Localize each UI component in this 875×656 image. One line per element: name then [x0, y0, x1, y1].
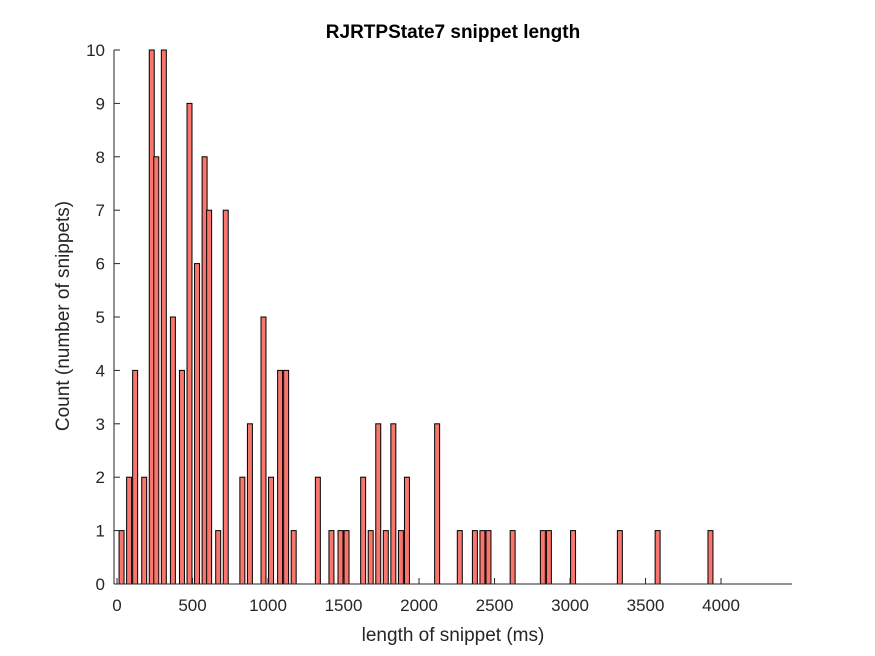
x-tick-label: 3000: [551, 596, 589, 615]
y-tick-label: 0: [96, 575, 105, 594]
histogram-bar: [654, 530, 661, 585]
x-tick-label: 500: [178, 596, 206, 615]
x-tick-label: 2500: [476, 596, 514, 615]
histogram-bar: [290, 530, 297, 585]
histogram-bar: [178, 369, 185, 585]
y-tick-label: 5: [96, 308, 105, 327]
histogram-bar: [186, 102, 193, 585]
x-axis: 0 500 1000 1500 2000 2500 3000 3500 4000: [112, 578, 792, 615]
histogram-bar: [360, 476, 367, 585]
histogram-bar: [479, 530, 486, 585]
histogram-bar: [509, 530, 516, 585]
histogram-bar: [141, 476, 148, 585]
histogram-bar: [707, 530, 714, 585]
histogram-bar: [471, 530, 478, 585]
histogram-bar: [268, 476, 275, 585]
histogram-bar: [328, 530, 335, 585]
histogram-bar: [403, 476, 410, 585]
y-tick-label: 1: [96, 522, 105, 541]
histogram-bar: [545, 530, 552, 585]
histogram-bar: [160, 49, 167, 585]
histogram-bar: [194, 263, 201, 585]
histogram-bar: [153, 156, 160, 585]
x-tick-label: 1000: [249, 596, 287, 615]
histogram-bar: [434, 423, 441, 585]
y-tick-label: 6: [96, 255, 105, 274]
histogram-bar: [337, 530, 344, 585]
histogram-bar: [169, 316, 176, 585]
histogram-bar: [118, 530, 125, 585]
y-tick-label: 3: [96, 415, 105, 434]
y-tick-label: 9: [96, 94, 105, 113]
y-axis: 0 1 2 3 4 5 6 7 8 9 10: [86, 41, 120, 594]
histogram-bar: [616, 530, 623, 585]
histogram-bar: [375, 423, 382, 585]
x-tick-label: 4000: [702, 596, 740, 615]
histogram-bar: [390, 423, 397, 585]
histogram-bar: [215, 530, 222, 585]
x-tick-label: 1500: [325, 596, 363, 615]
y-tick-label: 7: [96, 201, 105, 220]
histogram-bar: [126, 476, 133, 585]
x-axis-label: length of snippet (ms): [362, 625, 545, 646]
chart-title: RJRTPState7 snippet length: [326, 22, 580, 43]
histogram-bar: [343, 530, 350, 585]
histogram-bar: [397, 530, 404, 585]
histogram-bar: [260, 316, 267, 585]
histogram-bar: [570, 530, 577, 585]
histogram-bar: [283, 369, 290, 585]
x-tick-label: 2000: [400, 596, 438, 615]
histogram-bar: [222, 209, 229, 585]
histogram-bar: [132, 369, 139, 585]
bars-group: [118, 49, 714, 585]
y-tick-label: 2: [96, 468, 105, 487]
y-tick-label: 8: [96, 148, 105, 167]
histogram-bar: [314, 476, 321, 585]
y-tick-label: 10: [86, 41, 105, 60]
y-tick-label: 4: [96, 361, 105, 380]
histogram-bar: [485, 530, 492, 585]
histogram-bar: [239, 476, 246, 585]
x-tick-label: 0: [112, 596, 121, 615]
histogram-bar: [367, 530, 374, 585]
histogram-bar: [277, 369, 284, 585]
histogram-bar: [246, 423, 253, 585]
histogram-bar: [539, 530, 546, 585]
y-axis-label: Count (number of snippets): [53, 201, 74, 431]
histogram-bar: [382, 530, 389, 585]
histogram-bar: [456, 530, 463, 585]
x-tick-label: 3500: [627, 596, 665, 615]
histogram-bar: [206, 209, 213, 585]
